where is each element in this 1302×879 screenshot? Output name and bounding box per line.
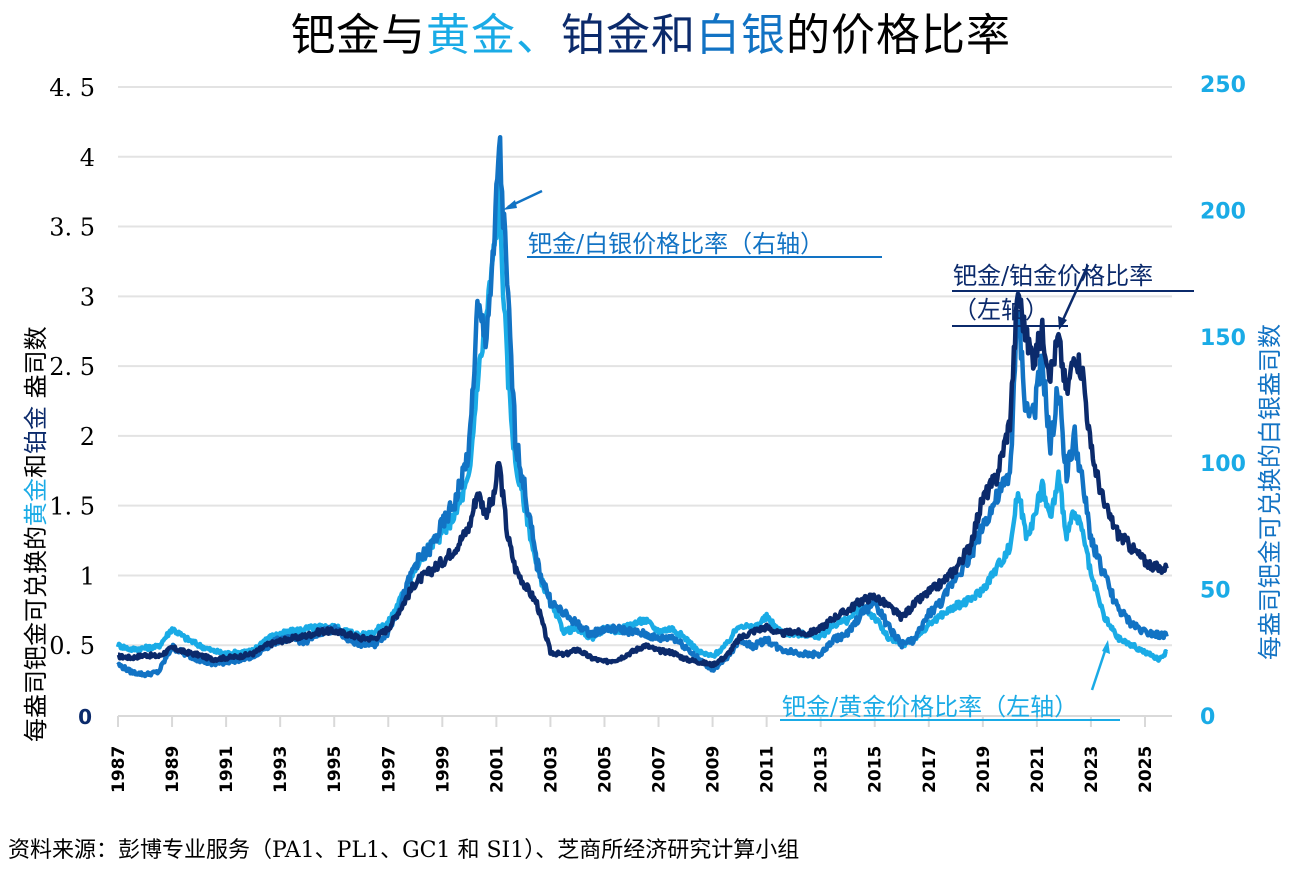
- x-tick-label: 1989: [163, 746, 183, 793]
- title-segment: 铂金: [561, 10, 651, 61]
- left-tick-label: 3: [80, 283, 95, 311]
- right-tick-label: 200: [1200, 199, 1246, 224]
- y-axis-label-left: 每盎司钯金可兑换的黄金和铂金 盎司数: [22, 326, 50, 742]
- left-tick-label: 1: [80, 562, 95, 590]
- y-axis-label-right: 每盎司钯金可兑换的白银盎司数: [1256, 324, 1284, 660]
- x-tick-label: 2003: [541, 746, 561, 793]
- title-segment: 黄金: [426, 10, 516, 61]
- y-axis-label-segment: 黄金: [22, 478, 50, 526]
- x-tick-label: 2001: [487, 746, 507, 793]
- y-axis-label-segment: 盎司数: [22, 326, 50, 406]
- right-tick-label: 150: [1200, 326, 1246, 351]
- x-tick-label: 1993: [271, 746, 291, 793]
- y-axis-label-segment: 和: [22, 454, 50, 478]
- annotation-platinum: 钯金/铂金价格比率 （左轴）: [952, 262, 1194, 330]
- x-tick-label: 1991: [217, 746, 237, 793]
- x-tick-label: 2007: [650, 746, 670, 793]
- x-axis: 1987 1989 1991 1993 1995 1997 1999 2001 2003 2005…: [109, 715, 1172, 793]
- x-tick-label: 2017: [920, 746, 940, 793]
- left-tick-label: 0. 5: [49, 632, 95, 660]
- left-tick-label: 1. 5: [49, 493, 95, 521]
- title-segment: 和: [651, 10, 696, 61]
- x-tick-label: 2015: [866, 746, 886, 793]
- right-axis-ticks: 0 50 100 150 200 250: [1200, 73, 1246, 730]
- x-tick-label: 1997: [379, 746, 399, 793]
- title-segment: 钯金与: [291, 10, 426, 61]
- left-tick-label: 3. 5: [49, 214, 95, 242]
- x-tick-label: 2011: [758, 746, 778, 793]
- chart-title: 钯金与黄金、铂金和白银的价格比率: [0, 6, 1302, 66]
- y-axis-label-segment: 每盎司钯金可兑换的: [22, 526, 50, 742]
- annotation-platinum-label-line1: 钯金/铂金价格比率: [953, 262, 1153, 290]
- x-tick-label: 2005: [595, 746, 615, 793]
- left-tick-label: 0: [78, 705, 92, 729]
- left-tick-label: 2. 5: [49, 353, 95, 381]
- x-tick-label: 1995: [325, 746, 345, 793]
- title-segment: 白银: [696, 10, 786, 61]
- title-segment: 的价格比率: [786, 10, 1011, 61]
- x-tick-label: 2009: [704, 746, 724, 793]
- annotation-gold-arrowhead: [1102, 640, 1110, 654]
- annotation-platinum-arrow: [1060, 264, 1090, 323]
- left-tick-label: 4: [80, 144, 95, 172]
- x-tick-label: 2019: [974, 746, 994, 793]
- right-tick-label: 100: [1200, 452, 1246, 477]
- left-axis-ticks: 0 0. 5 1 1. 5 2 2. 5 3 3. 5 4 4. 5: [49, 74, 95, 729]
- x-tick-label: 2025: [1136, 746, 1156, 793]
- y-axis-label-segment: 铂金: [22, 406, 50, 454]
- annotation-platinum-arrowhead: [1058, 316, 1067, 330]
- x-tick-label: 1987: [109, 746, 129, 793]
- x-tick-label: 2023: [1082, 746, 1102, 793]
- right-tick-label: 250: [1200, 73, 1246, 98]
- annotation-silver: 钯金/白银价格比率（右轴）: [503, 189, 882, 258]
- annotation-platinum-label-line2: （左轴）: [953, 296, 1049, 324]
- left-tick-label: 4. 5: [49, 74, 95, 102]
- annotation-silver-arrowhead: [503, 200, 517, 210]
- annotation-gold: 钯金/黄金价格比率（左轴）: [780, 640, 1120, 721]
- series-lines: [115, 135, 1169, 679]
- annotation-gold-label: 钯金/黄金价格比率（左轴）: [782, 693, 1078, 721]
- series-line-platinum: [116, 291, 1169, 669]
- right-tick-label: 50: [1200, 579, 1231, 604]
- left-tick-label: 2: [80, 423, 95, 451]
- right-tick-label: 0: [1200, 705, 1215, 730]
- annotation-silver-label: 钯金/白银价格比率（右轴）: [528, 230, 824, 258]
- x-tick-label: 2021: [1028, 746, 1048, 793]
- annotation-gold-arrow: [1090, 647, 1108, 691]
- title-segment: 、: [516, 10, 561, 61]
- x-tick-label: 2013: [812, 746, 832, 793]
- x-tick-label: 1999: [433, 746, 453, 793]
- source-note: 资料来源：彭博专业服务（PA1、PL1、GC1 和 SI1）、芝商所经济研究计算…: [8, 838, 800, 863]
